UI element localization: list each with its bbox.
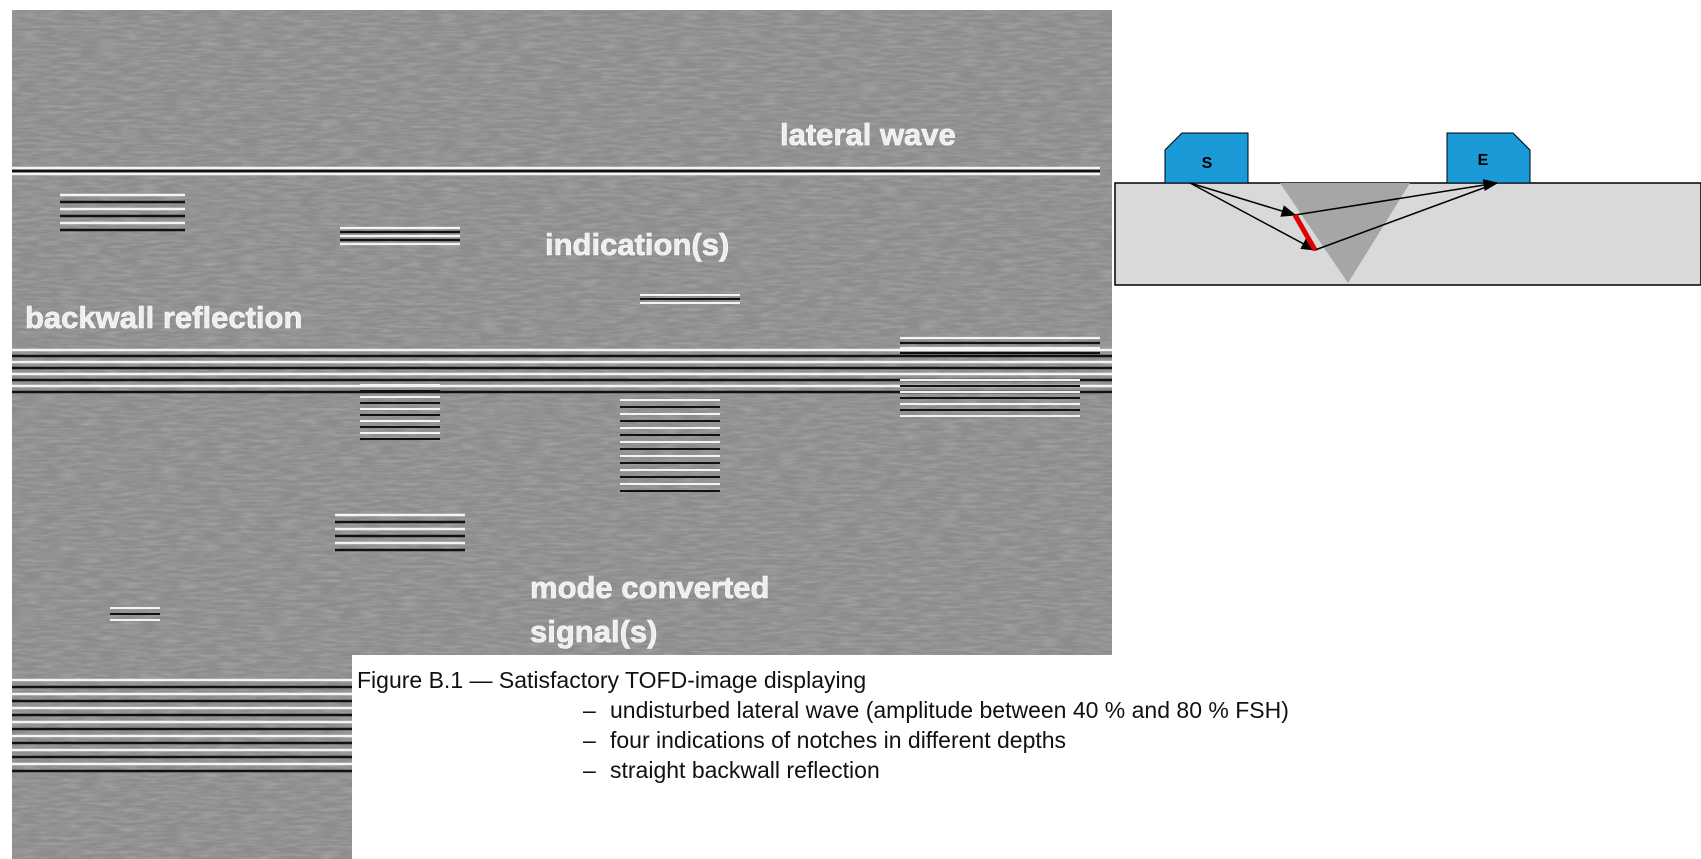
label: indication(s)	[545, 227, 729, 262]
item-text: undisturbed lateral wave (amplitude betw…	[610, 697, 1289, 723]
label: signal(s)	[530, 614, 657, 649]
item-marker: –	[583, 697, 596, 723]
tofd-image: lateral wave indication(s) backwall refl…	[12, 10, 1112, 859]
label: mode converted	[530, 570, 769, 605]
item-text: straight backwall reflection	[610, 757, 880, 783]
caption-title: Figure B.1 — Satisfactory TOFD-image dis…	[357, 667, 866, 693]
item-text: four indications of notches in different…	[610, 727, 1066, 753]
label: backwall reflection	[25, 300, 302, 335]
item-marker: –	[583, 727, 596, 753]
label: lateral wave	[780, 117, 956, 152]
probe-label: E	[1478, 152, 1489, 169]
probe-label: S	[1202, 155, 1213, 172]
caption: Figure B.1 — Satisfactory TOFD-image dis…	[352, 655, 1701, 859]
probe-diagram: S E	[1114, 132, 1701, 286]
item-marker: –	[583, 757, 596, 783]
